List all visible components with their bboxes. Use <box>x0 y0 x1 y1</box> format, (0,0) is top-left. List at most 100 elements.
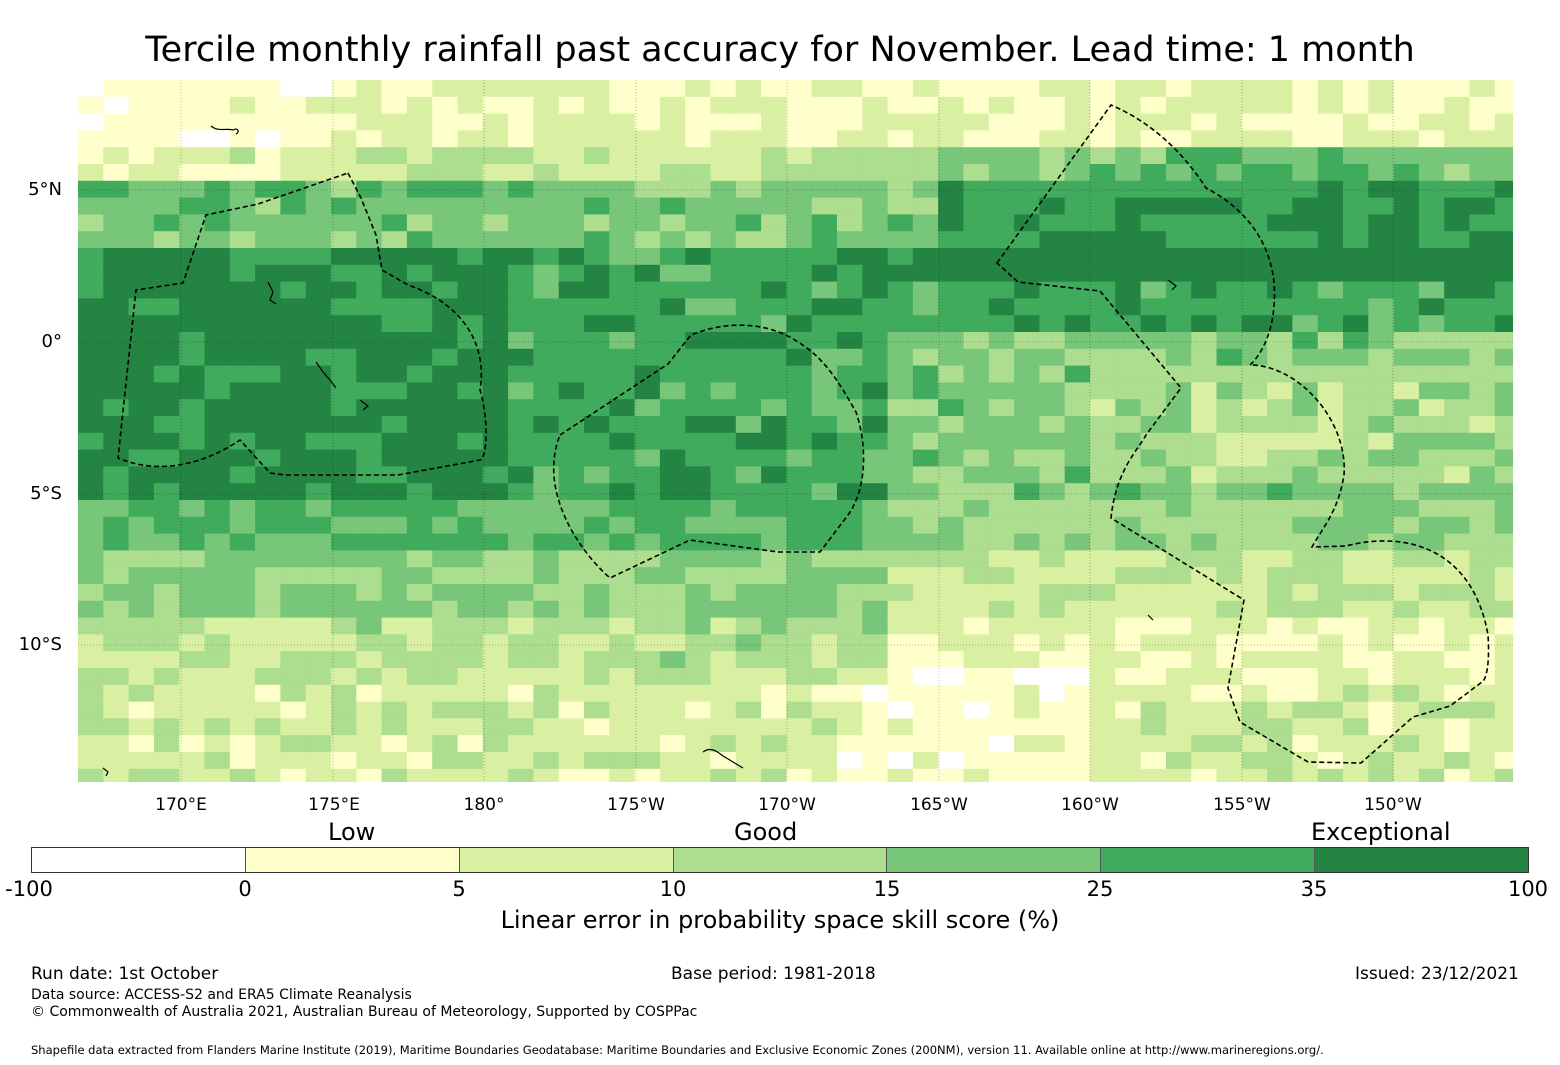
grid-cell <box>356 483 383 501</box>
grid-cell <box>103 567 130 585</box>
grid-cell <box>1140 214 1167 232</box>
grid-cell <box>103 466 130 484</box>
grid-cell <box>1393 130 1420 148</box>
grid-cell <box>659 634 686 652</box>
grid-cell <box>179 113 206 131</box>
colorbar-tick: 0 <box>238 877 252 901</box>
grid-cell <box>1317 516 1344 535</box>
grid-cell <box>508 147 534 165</box>
grid-cell <box>482 735 509 753</box>
grid-cell <box>1115 164 1142 182</box>
grid-cell <box>938 248 965 266</box>
grid-cell <box>432 600 459 619</box>
grid-cell <box>305 768 332 782</box>
grid-cell <box>356 365 383 383</box>
grid-cell <box>786 533 813 551</box>
grid-cell <box>837 567 863 585</box>
grid-cell <box>735 416 762 434</box>
grid-cell <box>255 113 281 131</box>
grid-cell <box>988 668 1015 686</box>
grid-cell <box>710 668 737 686</box>
grid-cell <box>356 651 383 669</box>
grid-cell <box>811 617 838 635</box>
grid-cell <box>204 248 231 266</box>
grid-cell <box>128 449 155 467</box>
grid-cell <box>331 567 357 585</box>
grid-cell <box>963 382 990 400</box>
grid-cell <box>331 768 357 782</box>
grid-cell <box>229 298 256 316</box>
grid-cell <box>204 500 231 518</box>
grid-cell <box>735 264 762 283</box>
grid-cell <box>659 533 686 551</box>
grid-cell <box>1140 718 1167 736</box>
grid-cell <box>837 147 863 165</box>
grid-cell <box>938 483 965 501</box>
grid-cell <box>1241 718 1268 736</box>
grid-cell <box>609 617 636 635</box>
grid-cell <box>457 281 484 299</box>
grid-cell <box>1292 651 1319 669</box>
grid-cell <box>1393 449 1420 467</box>
grid-cell <box>78 382 104 400</box>
grid-cell <box>584 516 610 535</box>
grid-cell <box>457 113 484 131</box>
grid-cell <box>482 231 509 249</box>
grid-cell <box>862 550 889 568</box>
grid-cell <box>1140 264 1167 283</box>
grid-cell <box>1090 617 1116 635</box>
grid-cell <box>1014 332 1040 350</box>
grid-cell <box>457 617 484 635</box>
grid-cell <box>432 113 459 131</box>
grid-cell <box>204 332 231 350</box>
grid-cell <box>1393 516 1420 535</box>
grid-cell <box>1267 768 1293 782</box>
grid-cell <box>887 432 914 451</box>
grid-cell <box>811 248 838 266</box>
grid-cell <box>204 432 231 451</box>
copyright: © Commonwealth of Australia 2021, Austra… <box>31 1004 698 1020</box>
grid-cell <box>1191 668 1218 686</box>
grid-cell <box>710 298 737 316</box>
grid-cell <box>432 348 459 367</box>
grid-cell <box>710 432 737 451</box>
grid-cell <box>938 466 965 484</box>
grid-cell <box>204 584 231 602</box>
grid-cell <box>153 348 180 367</box>
grid-cell <box>533 197 560 215</box>
grid-cell <box>457 416 484 434</box>
grid-cell <box>963 449 990 467</box>
shapefile-note: Shapefile data extracted from Flanders M… <box>31 1043 1324 1057</box>
grid-cell <box>761 164 787 182</box>
grid-cell <box>508 483 534 501</box>
grid-cell <box>1393 332 1420 350</box>
grid-cell <box>685 130 712 148</box>
grid-cell <box>331 130 357 148</box>
grid-cell <box>153 382 180 400</box>
grid-cell <box>1191 197 1218 215</box>
grid-cell <box>1494 416 1513 434</box>
grid-cell <box>938 298 965 316</box>
grid-cell <box>1393 281 1420 299</box>
grid-cell <box>280 130 307 148</box>
grid-cell <box>1292 315 1319 333</box>
island <box>102 767 109 777</box>
grid-cell <box>558 382 585 400</box>
skill-score-map <box>78 80 1513 782</box>
grid-cell <box>735 516 762 535</box>
grid-cell <box>1165 147 1192 165</box>
grid-cell <box>1418 668 1445 686</box>
grid-cell <box>179 248 206 266</box>
grid-cell <box>1064 416 1091 434</box>
grid-cell <box>482 382 509 400</box>
grid-cell <box>432 701 459 719</box>
grid-cell <box>457 550 484 568</box>
grid-cell <box>103 214 130 232</box>
grid-cell <box>128 147 155 165</box>
grid-cell <box>735 96 762 115</box>
grid-cell <box>179 231 206 249</box>
grid-cell <box>331 416 357 434</box>
grid-cell <box>988 315 1015 333</box>
grid-cell <box>1317 281 1344 299</box>
grid-cell <box>1039 483 1066 501</box>
